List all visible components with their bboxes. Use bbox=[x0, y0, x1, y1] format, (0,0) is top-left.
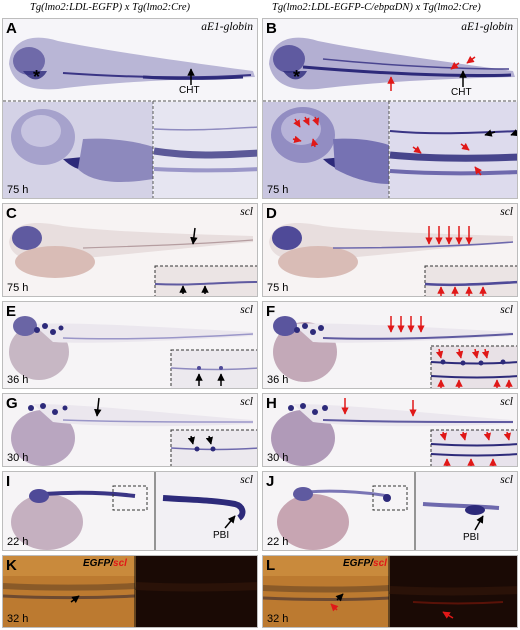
panel-g: G scl 30 h bbox=[2, 393, 258, 467]
panel-c-image bbox=[9, 223, 257, 296]
panel-a: A aE1-globin * CHT 75 h bbox=[2, 18, 258, 199]
panel-b: B aE1-globin * CHT 75 h bbox=[262, 18, 518, 199]
panel-l-gene-a: EGFP bbox=[343, 558, 371, 569]
panel-l-gene: EGFP/scl bbox=[343, 558, 387, 569]
panel-f-gene: scl bbox=[500, 304, 513, 316]
header-right: Tg(lmo2:LDL-EGFP-C/ebpαDN) x Tg(lmo2:Cre… bbox=[272, 2, 481, 13]
panel-b-cht-label: CHT bbox=[451, 87, 472, 98]
panel-d-image bbox=[269, 223, 517, 296]
panel-d-letter: D bbox=[266, 205, 277, 222]
panel-b-asterisk: * bbox=[293, 67, 301, 87]
panel-j-image bbox=[277, 472, 517, 550]
panel-l-gene-b: scl bbox=[373, 558, 387, 569]
panel-g-image bbox=[11, 403, 257, 466]
panel-h-letter: H bbox=[266, 395, 277, 412]
panel-a-letter: A bbox=[6, 20, 17, 37]
panel-j-letter: J bbox=[266, 473, 275, 490]
panel-k-letter: K bbox=[6, 557, 17, 574]
panel-b-letter: B bbox=[266, 20, 277, 37]
panel-j-pbi-label: PBI bbox=[463, 532, 480, 543]
panel-f-letter: F bbox=[266, 303, 276, 320]
panel-j: J scl PBI 22 h bbox=[262, 471, 518, 551]
panel-k-gene-slash: / bbox=[110, 558, 114, 569]
panel-a-time: 75 h bbox=[7, 184, 29, 196]
panel-c: C scl 75 h bbox=[2, 203, 258, 297]
panel-h: H scl 30 h bbox=[262, 393, 518, 467]
panel-j-gene: scl bbox=[500, 474, 513, 486]
panel-c-time: 75 h bbox=[7, 282, 29, 294]
panel-i-image bbox=[11, 472, 257, 550]
panel-h-image bbox=[271, 403, 517, 466]
panel-h-time: 30 h bbox=[267, 452, 289, 464]
panel-k-gene-a: EGFP bbox=[83, 558, 111, 569]
panel-i-time: 22 h bbox=[7, 536, 29, 548]
panel-i-pbi-label: PBI bbox=[213, 530, 230, 541]
panel-e: E scl 36 h bbox=[2, 301, 258, 389]
panel-b-gene: aE1-globin bbox=[461, 21, 513, 33]
panel-k-gene: EGFP/scl bbox=[83, 558, 127, 569]
panel-f: F scl 36 h bbox=[262, 301, 518, 389]
panel-e-letter: E bbox=[6, 303, 17, 320]
panel-g-gene: scl bbox=[240, 396, 253, 408]
panel-j-time: 22 h bbox=[267, 536, 289, 548]
panel-l: L EGFP/scl 32 h bbox=[262, 555, 518, 628]
panel-l-image bbox=[263, 556, 517, 627]
panel-g-letter: G bbox=[6, 395, 18, 412]
panel-l-gene-slash: / bbox=[370, 558, 374, 569]
panel-e-time: 36 h bbox=[7, 374, 29, 386]
panel-e-image bbox=[9, 316, 257, 388]
panel-k-gene-b: scl bbox=[113, 558, 127, 569]
panel-c-letter: C bbox=[6, 205, 17, 222]
panel-k-time: 32 h bbox=[7, 613, 29, 625]
panel-c-gene: scl bbox=[240, 206, 253, 218]
header-left: Tg(lmo2:LDL-EGFP) x Tg(lmo2:Cre) bbox=[30, 2, 191, 13]
panel-a-image bbox=[3, 19, 257, 198]
panel-d-gene: scl bbox=[500, 206, 513, 218]
panel-f-image bbox=[273, 316, 517, 388]
panel-k: K EGFP/scl 32 h bbox=[2, 555, 258, 628]
panel-d-time: 75 h bbox=[267, 282, 289, 294]
panel-b-image bbox=[263, 19, 517, 198]
panel-b-time: 75 h bbox=[267, 184, 289, 196]
panel-i-letter: I bbox=[6, 473, 11, 490]
panel-a-gene: aE1-globin bbox=[201, 21, 253, 33]
panel-g-time: 30 h bbox=[7, 452, 29, 464]
panel-e-gene: scl bbox=[240, 304, 253, 316]
panel-k-image bbox=[3, 556, 257, 627]
panel-f-time: 36 h bbox=[267, 374, 289, 386]
panel-a-asterisk: * bbox=[33, 67, 41, 87]
panel-d: D scl 75 h bbox=[262, 203, 518, 297]
panel-l-time: 32 h bbox=[267, 613, 289, 625]
panel-l-letter: L bbox=[266, 557, 276, 574]
panel-i-gene: scl bbox=[240, 474, 253, 486]
panel-h-gene: scl bbox=[500, 396, 513, 408]
panel-a-cht-label: CHT bbox=[179, 85, 200, 96]
panel-i: I scl PBI 22 h bbox=[2, 471, 258, 551]
